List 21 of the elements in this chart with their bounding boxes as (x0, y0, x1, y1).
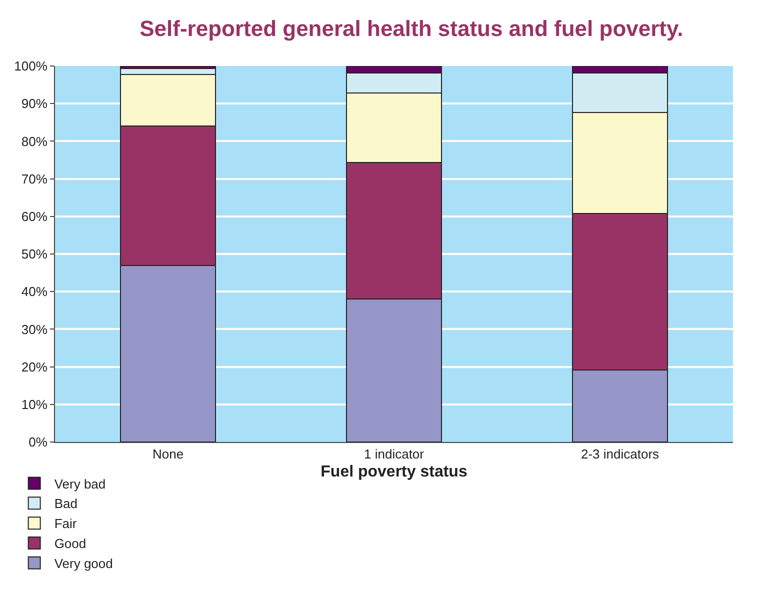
y-tick-label: 80% (21, 134, 48, 149)
y-tick-label: 90% (21, 96, 48, 112)
y-tick-label: 70% (21, 171, 48, 186)
legend-label: Bad (54, 496, 78, 512)
y-tick-label: 40% (21, 284, 48, 300)
y-tick-label: 0% (28, 434, 48, 450)
y-tick-label: 100% (14, 58, 48, 74)
x-tick-label: 1 indicator (364, 446, 425, 462)
legend-label: Good (54, 536, 86, 552)
y-tick-label: 30% (21, 322, 48, 337)
y-tick-label: 50% (21, 246, 48, 262)
x-tick-label: None (152, 446, 184, 462)
x-tick-label: 2-3 indicators (580, 446, 660, 462)
legend-label: Fair (54, 516, 78, 532)
y-tick-label: 60% (21, 208, 48, 224)
x-axis-title: Fuel poverty status (320, 463, 468, 480)
legend-label: Very good (54, 556, 113, 571)
y-tick-label: 20% (21, 359, 48, 374)
legend-label: Very bad (54, 476, 106, 492)
chart-title: Self-reported general health status and fuel poverty. (140, 16, 684, 42)
y-tick-label: 10% (21, 396, 48, 412)
